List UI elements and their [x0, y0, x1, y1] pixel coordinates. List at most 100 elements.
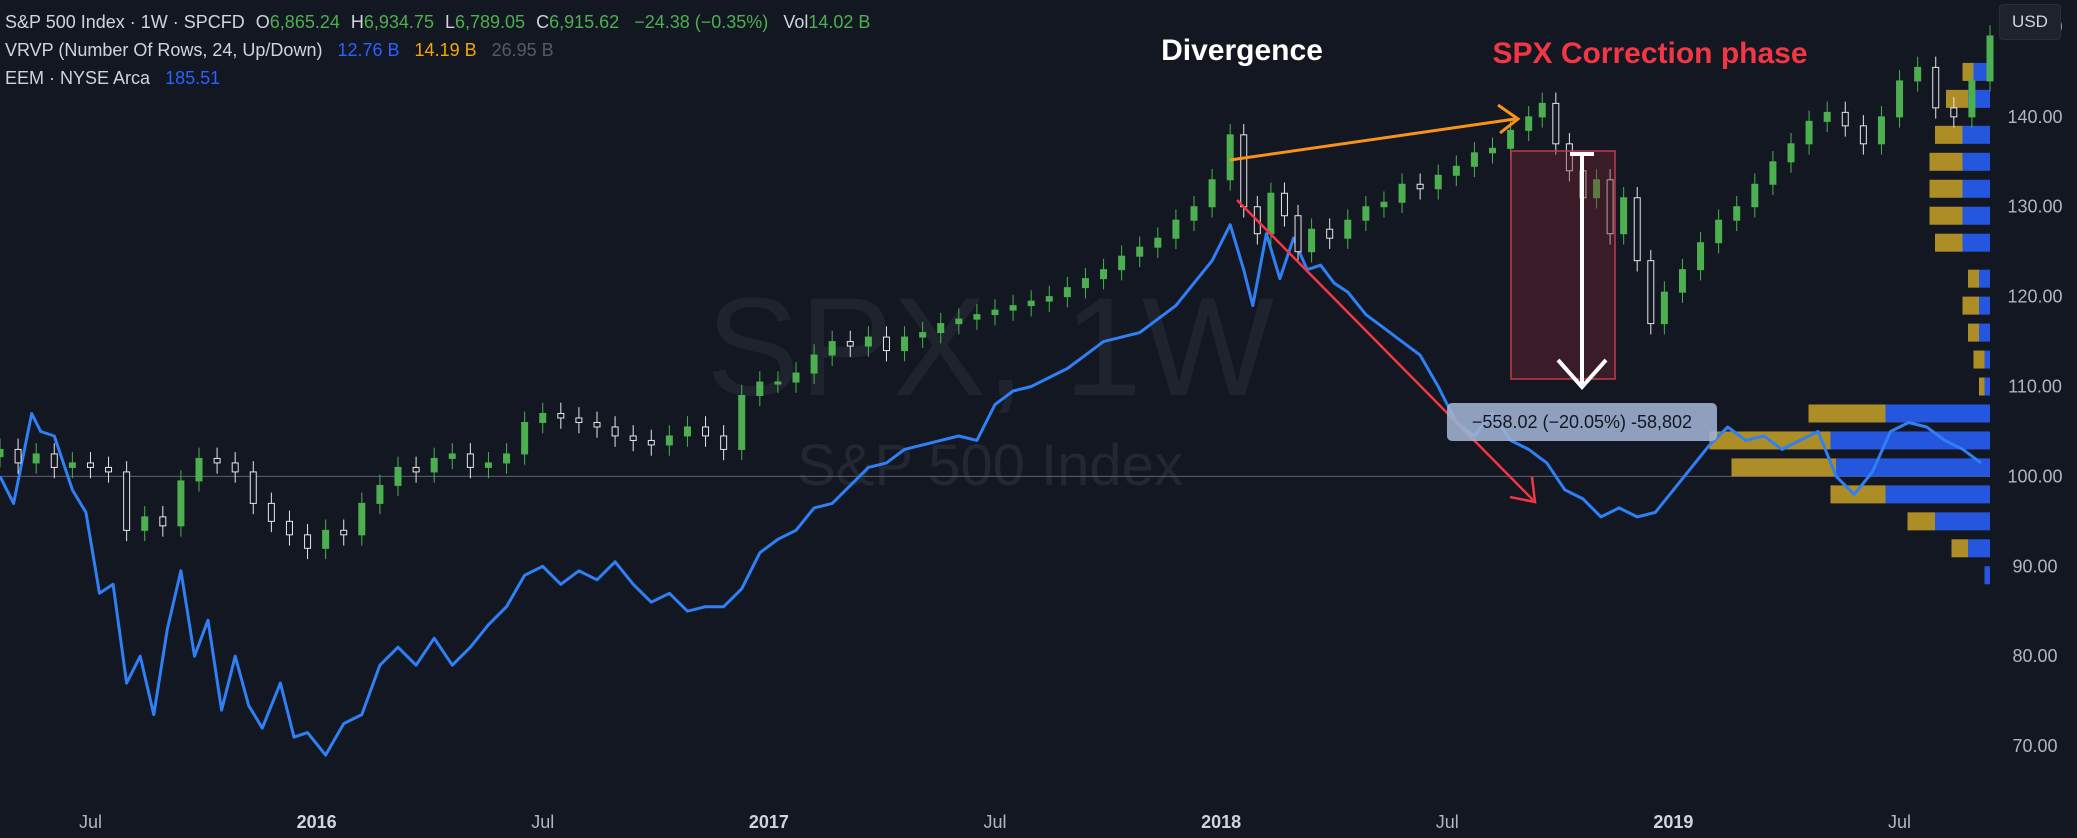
spx-candle-body[interactable]	[503, 453, 511, 464]
spx-candle-body[interactable]	[1914, 66, 1922, 82]
spx-candle-body[interactable]	[14, 448, 22, 464]
spx-candle-body[interactable]	[1470, 152, 1478, 167]
eem-line[interactable]	[0, 223, 1982, 757]
spx-candle-body[interactable]	[1507, 129, 1515, 149]
spx-candle-body[interactable]	[1877, 116, 1885, 145]
spx-candle-body[interactable]	[1950, 107, 1958, 118]
spx-candle-body[interactable]	[1606, 179, 1614, 235]
spx-candle-body[interactable]	[1660, 291, 1668, 325]
spx-candle-body[interactable]	[1172, 219, 1180, 239]
correction-trend-arrow[interactable]	[1236, 199, 1534, 501]
spx-candle-body[interactable]	[683, 426, 691, 437]
price-axis[interactable]: 150.00140.00130.00120.00110.00100.0090.0…	[2007, 17, 2062, 756]
spx-candle-body[interactable]	[1416, 183, 1424, 190]
spx-candle-body[interactable]	[1552, 102, 1560, 145]
spx-candle-body[interactable]	[1769, 161, 1777, 185]
spx-candle-body[interactable]	[1751, 183, 1759, 208]
spx-candle-body[interactable]	[720, 435, 728, 450]
correction-zone-rect[interactable]	[1510, 150, 1616, 380]
spx-candle-body[interactable]	[484, 462, 492, 468]
spx-candle-body[interactable]	[1240, 134, 1248, 208]
spx-candle-body[interactable]	[1620, 197, 1628, 235]
spx-candle-body[interactable]	[1434, 174, 1442, 190]
legend-vrvp[interactable]: VRVP (Number Of Rows, 24, Up/Down) 12.76…	[5, 36, 870, 64]
divergence-arrow[interactable]	[1229, 117, 1516, 162]
spx-candle-body[interactable]	[1986, 35, 1994, 82]
legend-main-series[interactable]: S&P 500 Index · 1W · SPCFD O6,865.24 H6,…	[5, 8, 870, 36]
spx-candle-body[interactable]	[1859, 125, 1867, 145]
spx-candle-body[interactable]	[159, 516, 167, 527]
spx-candle-body[interactable]	[1733, 206, 1741, 221]
spx-candle-body[interactable]	[430, 457, 438, 473]
spx-candle-body[interactable]	[1308, 228, 1316, 253]
spx-candle-body[interactable]	[1715, 219, 1723, 244]
correction-phase-text[interactable]: SPX Correction phase	[1492, 37, 1807, 70]
spx-candle-body[interactable]	[1805, 120, 1813, 145]
currency-button[interactable]: USD	[1999, 4, 2061, 40]
spx-candle-body[interactable]	[394, 466, 402, 486]
spx-candle-body[interactable]	[1081, 278, 1089, 289]
spx-candle-body[interactable]	[1489, 147, 1496, 154]
spx-candle-body[interactable]	[665, 435, 673, 446]
spx-candle-body[interactable]	[358, 502, 366, 536]
spx-candle-body[interactable]	[448, 453, 456, 459]
time-axis[interactable]: Jul 2016 Jul 2017 Jul 2018 Jul 2019 Jul	[79, 812, 1911, 832]
spx-candle-body[interactable]	[1344, 219, 1352, 239]
spx-candle-body[interactable]	[267, 502, 275, 522]
spx-candle-body[interactable]	[756, 381, 764, 397]
divergence-text[interactable]: Divergence	[1161, 34, 1323, 67]
spx-candle-body[interactable]	[828, 341, 836, 356]
spx-candle-body[interactable]	[702, 426, 710, 437]
spx-candle-body[interactable]	[1932, 66, 1940, 109]
spx-candle-body[interactable]	[1267, 192, 1275, 235]
spx-candle-body[interactable]	[647, 439, 655, 446]
spx-candle-body[interactable]	[810, 354, 818, 374]
spx-candle-body[interactable]	[86, 462, 94, 468]
spx-candle-body[interactable]	[1154, 237, 1162, 248]
spx-candle-body[interactable]	[304, 534, 312, 549]
spx-candle-body[interactable]	[1100, 269, 1108, 280]
spx-candle-body[interactable]	[1823, 111, 1831, 122]
spx-candle-body[interactable]	[991, 309, 999, 316]
spx-candle-body[interactable]	[1525, 116, 1533, 131]
spx-candle-body[interactable]	[955, 318, 963, 325]
spx-candle-body[interactable]	[521, 421, 529, 455]
spx-candle-body[interactable]	[249, 471, 257, 504]
spx-candle-body[interactable]	[123, 471, 131, 531]
drawings-layer[interactable]: −558.02 (−20.05%) -58,802 Divergence SPX…	[1161, 34, 1808, 504]
spx-candle-body[interactable]	[213, 457, 221, 464]
spx-candle-body[interactable]	[1968, 80, 1976, 118]
spx-candle-body[interactable]	[1538, 102, 1546, 118]
spx-candle-body[interactable]	[629, 435, 637, 441]
legend-eem[interactable]: EEM · NYSE Arca 185.51	[5, 64, 870, 92]
spx-candle-body[interactable]	[68, 462, 76, 468]
spx-candle-body[interactable]	[1063, 287, 1071, 298]
spx-candle-body[interactable]	[919, 332, 927, 338]
spx-candle-body[interactable]	[1294, 215, 1302, 253]
spx-candle-body[interactable]	[322, 529, 330, 549]
spx-candle-body[interactable]	[1841, 111, 1849, 127]
spx-candle-body[interactable]	[937, 323, 945, 334]
spx-candle-body[interactable]	[1697, 242, 1705, 271]
spx-candle-body[interactable]	[0, 448, 4, 458]
spx-candle-body[interactable]	[611, 426, 619, 437]
spx-candle-body[interactable]	[1593, 179, 1601, 199]
spx-candle-body[interactable]	[1896, 80, 1904, 118]
spx-candle-body[interactable]	[575, 417, 583, 423]
spx-candle-body[interactable]	[846, 341, 854, 347]
spx-candle-body[interactable]	[376, 484, 384, 504]
spx-candle-body[interactable]	[1136, 246, 1144, 257]
spx-candle-body[interactable]	[1226, 134, 1234, 181]
spx-candle-body[interactable]	[195, 457, 203, 482]
spx-candle-body[interactable]	[177, 480, 185, 527]
spx-candle-body[interactable]	[792, 372, 800, 383]
spx-candle-body[interactable]	[1565, 143, 1573, 172]
spx-candle-body[interactable]	[285, 520, 293, 536]
spx-candle-body[interactable]	[1633, 197, 1641, 262]
spx-candle-body[interactable]	[973, 314, 981, 320]
spx-candle-body[interactable]	[1045, 296, 1053, 302]
spx-candle-body[interactable]	[1326, 228, 1334, 239]
spx-candle-body[interactable]	[882, 336, 890, 352]
spx-candle-body[interactable]	[864, 336, 872, 347]
